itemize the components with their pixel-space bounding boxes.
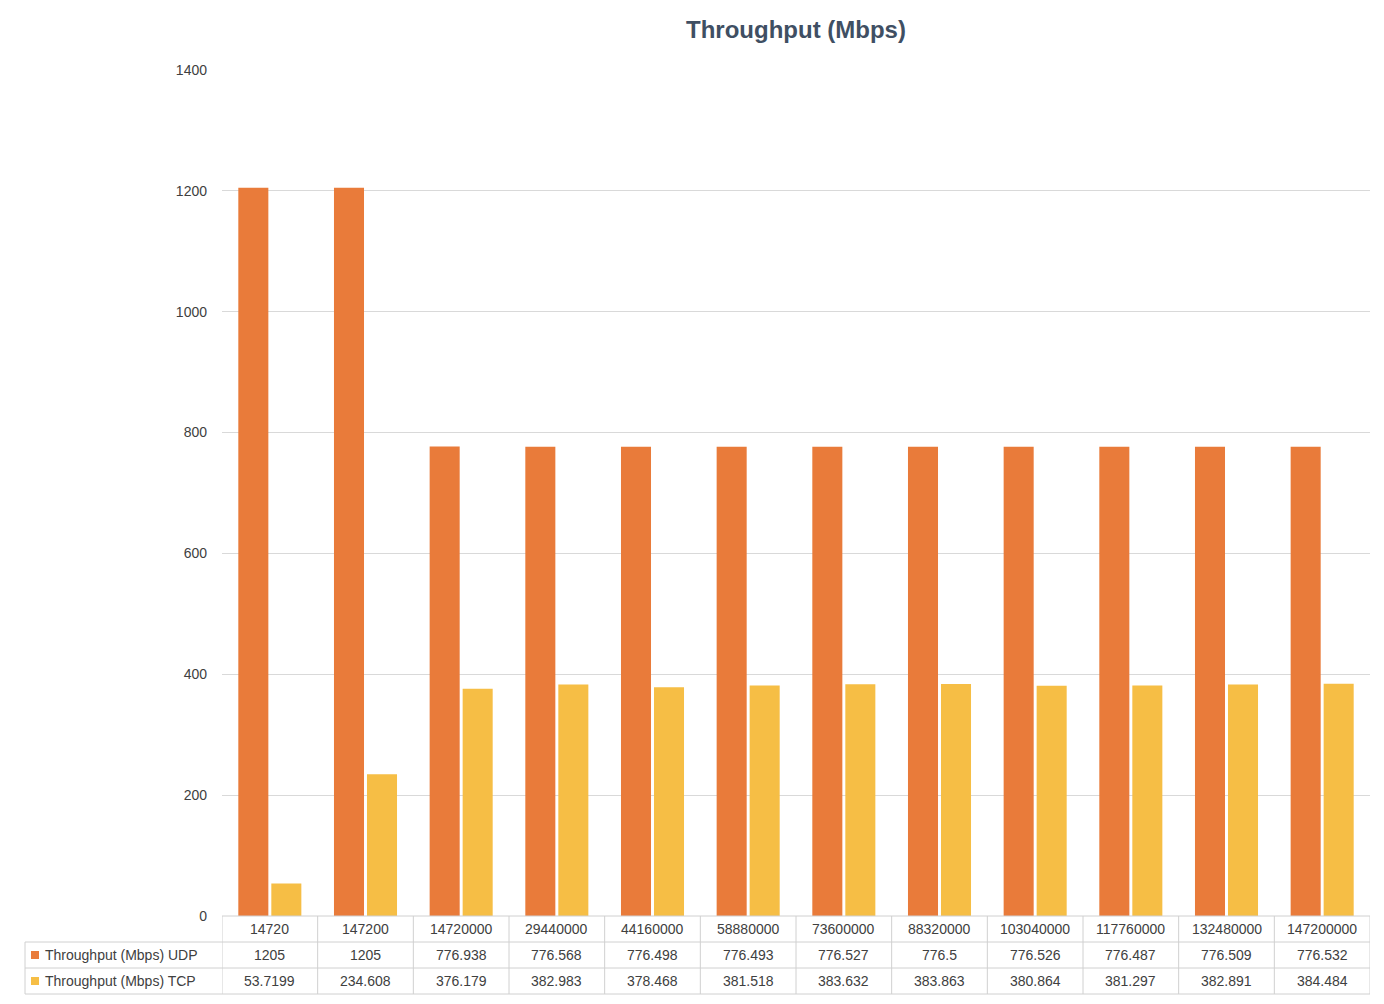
svg-text:88320000: 88320000 [908,921,971,937]
svg-text:800: 800 [184,424,208,440]
svg-text:381.297: 381.297 [1105,973,1156,989]
svg-text:Throughput (Mbps) TCP: Throughput (Mbps) TCP [45,973,196,989]
svg-text:776.532: 776.532 [1297,947,1348,963]
svg-text:776.5: 776.5 [922,947,957,963]
svg-text:1205: 1205 [254,947,285,963]
svg-text:776.509: 776.509 [1201,947,1252,963]
svg-text:381.518: 381.518 [723,973,774,989]
svg-text:776.938: 776.938 [436,947,487,963]
svg-text:1205: 1205 [350,947,381,963]
svg-text:776.487: 776.487 [1105,947,1156,963]
svg-text:376.179: 376.179 [436,973,487,989]
svg-text:383.632: 383.632 [818,973,869,989]
svg-text:14720: 14720 [250,921,289,937]
svg-text:234.608: 234.608 [340,973,391,989]
svg-text:1400: 1400 [176,62,207,78]
svg-text:Throughput (Mbps) UDP: Throughput (Mbps) UDP [45,947,198,963]
svg-text:103040000: 103040000 [1000,921,1070,937]
svg-text:147200000: 147200000 [1287,921,1357,937]
svg-text:776.568: 776.568 [531,947,582,963]
svg-text:147200: 147200 [342,921,389,937]
svg-text:384.484: 384.484 [1297,973,1348,989]
svg-text:1200: 1200 [176,183,207,199]
svg-text:58880000: 58880000 [717,921,780,937]
svg-text:29440000: 29440000 [525,921,588,937]
svg-text:383.863: 383.863 [914,973,965,989]
svg-text:380.864: 380.864 [1010,973,1061,989]
svg-text:73600000: 73600000 [812,921,875,937]
svg-text:Throughput (Mbps): Throughput (Mbps) [686,16,906,43]
svg-text:44160000: 44160000 [621,921,684,937]
svg-text:600: 600 [184,545,208,561]
svg-text:1000: 1000 [176,304,207,320]
svg-text:400: 400 [184,666,208,682]
svg-text:382.891: 382.891 [1201,973,1252,989]
svg-text:776.527: 776.527 [818,947,869,963]
svg-text:200: 200 [184,787,208,803]
svg-text:776.493: 776.493 [723,947,774,963]
svg-text:117760000: 117760000 [1096,921,1165,937]
svg-text:378.468: 378.468 [627,973,678,989]
svg-text:776.498: 776.498 [627,947,678,963]
svg-text:53.7199: 53.7199 [244,973,295,989]
svg-text:0: 0 [199,908,207,924]
svg-text:382.983: 382.983 [531,973,582,989]
svg-text:776.526: 776.526 [1010,947,1061,963]
svg-text:14720000: 14720000 [430,921,493,937]
svg-text:132480000: 132480000 [1192,921,1262,937]
